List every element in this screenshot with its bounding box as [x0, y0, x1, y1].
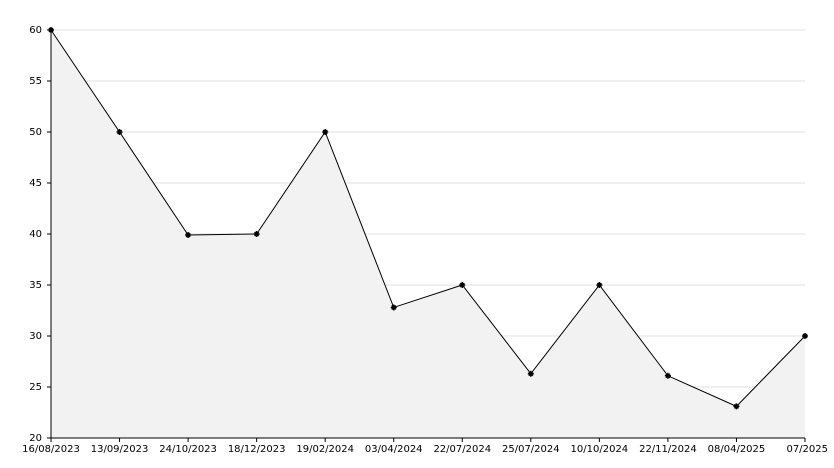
marker: [664, 372, 671, 379]
y-tick-label: 35: [29, 280, 42, 291]
y-tick-label: 25: [29, 382, 42, 393]
line: [50, 29, 806, 407]
plot-background: [51, 29, 805, 439]
marker: [802, 333, 808, 339]
marker: [185, 232, 192, 239]
marker: [733, 403, 740, 410]
x-tick-label: 18/12/2023: [228, 444, 286, 455]
y-tick-label: 40: [29, 229, 42, 240]
y-tick-label: 20: [29, 433, 42, 444]
x-tick-label: 13/09/2023: [91, 444, 149, 455]
x-tick-label: 16/08/2023: [22, 444, 80, 455]
marker: [322, 129, 329, 135]
marker: [390, 304, 397, 311]
x-tick-label: 03/04/2024: [365, 444, 423, 455]
y-tick-label: 45: [29, 178, 42, 189]
x-tick-label: 07/2025: [786, 444, 828, 455]
marker: [253, 231, 260, 237]
marker: [527, 370, 534, 377]
x-tick-label: 08/04/2025: [708, 444, 766, 455]
y-tick-label: 60: [29, 25, 42, 36]
marker: [596, 282, 603, 288]
x-tick-label: 22/11/2024: [639, 444, 697, 455]
x-tick-label: 19/02/2024: [296, 444, 354, 455]
x-tick-label: 10/10/2024: [571, 444, 629, 455]
area-fill: [51, 30, 805, 438]
y-tick-label: 55: [29, 76, 42, 87]
marker: [459, 282, 466, 288]
marker: [116, 129, 123, 135]
x-tick-label: 24/10/2023: [159, 444, 217, 455]
marker: [48, 27, 54, 33]
x-tick-label: 22/07/2024: [433, 444, 491, 455]
y-tick-label: 30: [29, 331, 42, 342]
y-tick-label: 50: [29, 127, 42, 138]
x-tick-label: 25/07/2024: [502, 444, 560, 455]
